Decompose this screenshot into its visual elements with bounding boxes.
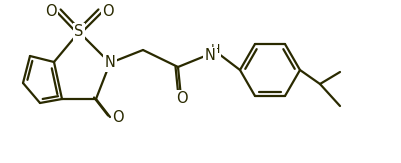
- Text: O: O: [112, 111, 124, 126]
- Text: N: N: [104, 55, 115, 71]
- Text: O: O: [102, 3, 113, 18]
- Text: O: O: [176, 91, 187, 106]
- Text: O: O: [45, 3, 57, 18]
- Text: H: H: [210, 44, 219, 57]
- Text: N: N: [204, 49, 215, 64]
- Text: S: S: [74, 24, 83, 39]
